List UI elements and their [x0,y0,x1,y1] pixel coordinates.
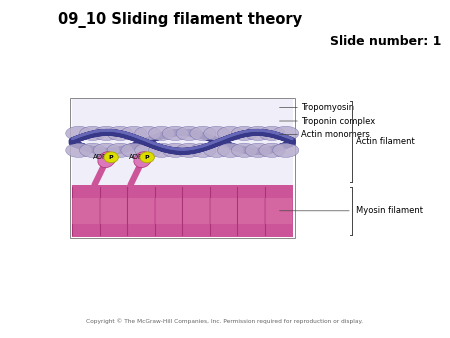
Bar [72,185,292,237]
Text: Copyright © The McGraw-Hill Companies, Inc. Permission required for reproduction: Copyright © The McGraw-Hill Companies, I… [86,319,364,324]
Text: 09_10 Sliding filament theory: 09_10 Sliding filament theory [58,12,302,28]
Text: Actin filament: Actin filament [356,137,414,146]
Text: P: P [109,155,113,160]
Ellipse shape [135,126,161,141]
Ellipse shape [217,143,243,158]
Bar [100,198,127,224]
Ellipse shape [121,143,147,158]
Ellipse shape [93,126,119,141]
Ellipse shape [107,143,133,158]
Ellipse shape [204,126,230,141]
Ellipse shape [162,126,189,141]
Ellipse shape [245,126,271,141]
Bar [266,198,292,224]
Ellipse shape [273,143,299,158]
Ellipse shape [148,143,175,158]
Ellipse shape [162,143,189,158]
Text: ADP: ADP [129,154,143,160]
Ellipse shape [190,143,216,158]
Ellipse shape [66,143,92,158]
Circle shape [104,152,118,163]
Text: Myosin filament: Myosin filament [356,206,423,215]
Ellipse shape [204,143,230,158]
Ellipse shape [80,126,106,141]
Text: Troponin complex: Troponin complex [301,117,375,125]
Ellipse shape [273,126,299,141]
Ellipse shape [121,126,147,141]
Text: Slide number: 1: Slide number: 1 [329,35,441,48]
Text: P: P [145,155,149,160]
Ellipse shape [66,126,92,141]
Text: Actin monomers: Actin monomers [301,130,370,139]
FancyBboxPatch shape [70,98,295,238]
Ellipse shape [93,143,119,158]
Ellipse shape [259,126,285,141]
Bar [128,198,154,224]
Ellipse shape [245,143,271,158]
Ellipse shape [148,126,175,141]
Circle shape [140,152,154,163]
Bar [210,198,237,224]
Ellipse shape [135,143,161,158]
Ellipse shape [231,143,257,158]
Ellipse shape [134,152,152,168]
Bar [183,198,209,224]
Ellipse shape [176,143,202,158]
Ellipse shape [107,126,133,141]
Ellipse shape [231,126,257,141]
Text: ADP: ADP [93,154,107,160]
Ellipse shape [176,126,202,141]
Bar [72,198,99,224]
Ellipse shape [98,152,116,168]
Ellipse shape [190,126,216,141]
Ellipse shape [259,143,285,158]
Ellipse shape [217,126,243,141]
Text: Tropomyosin: Tropomyosin [301,103,354,112]
Bar [238,198,265,224]
Ellipse shape [80,143,106,158]
Bar [155,198,182,224]
Bar [72,99,292,185]
